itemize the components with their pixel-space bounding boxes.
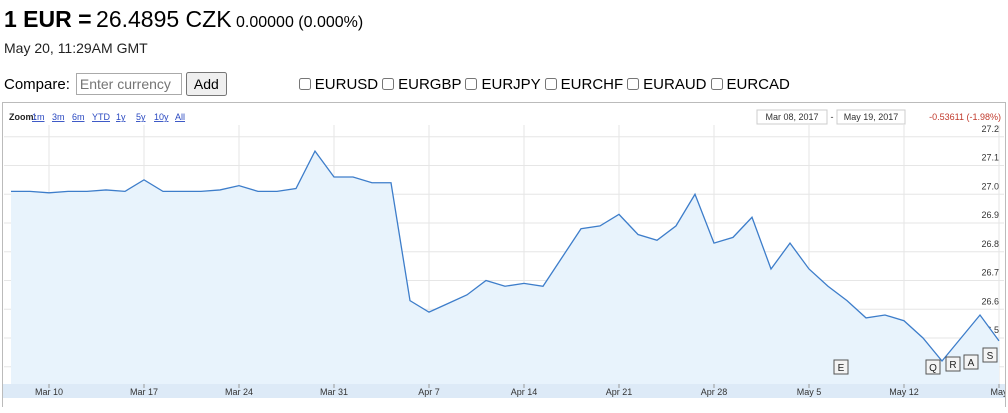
x-tick-label: Mar 24 <box>225 387 253 397</box>
flag-label: R <box>949 360 956 371</box>
checkbox[interactable] <box>544 78 557 90</box>
x-tick-label: Mar 10 <box>35 387 63 397</box>
x-axis-band <box>3 384 1005 398</box>
checkbox[interactable] <box>465 78 478 90</box>
flag-label: Q <box>929 363 937 374</box>
compare-option[interactable]: EURJPY <box>465 75 541 93</box>
range-end-box <box>836 109 906 125</box>
x-tick-label: Apr 7 <box>418 387 440 397</box>
flag-label: E <box>838 363 845 374</box>
checkbox[interactable] <box>627 78 640 90</box>
rate: 26.4895 CZK <box>96 6 232 32</box>
zoom-option[interactable]: 10y <box>154 112 169 122</box>
compare-bar: Compare: Add EURUSDEURGBPEURJPYEURCHFEUR… <box>4 72 794 96</box>
compare-option[interactable]: EURAUD <box>627 75 707 93</box>
range-start-box <box>756 109 828 125</box>
x-tick-label: Mar 31 <box>320 387 348 397</box>
flag[interactable] <box>925 359 941 375</box>
x-tick-label: May 5 <box>797 387 822 397</box>
option-label: EURCAD <box>726 75 790 93</box>
checkbox[interactable] <box>710 78 723 90</box>
change: 0.00000 (0.000%) <box>236 14 364 31</box>
add-button[interactable]: Add <box>185 72 227 96</box>
chart-box: Zoom: 1m 3m 6m YTD 1y 5y 10y All Mar 08, 2017- May… <box>2 102 1008 407</box>
flag[interactable] <box>982 347 998 363</box>
flag[interactable] <box>945 356 961 372</box>
compare-option[interactable]: EURCAD <box>710 75 790 93</box>
y-tick-label: 26.6 <box>981 296 999 306</box>
x-tick-label: May 12 <box>889 387 919 397</box>
range-start: Mar 08, 2017 <box>765 112 818 122</box>
compare-option[interactable]: EURUSD <box>298 75 379 93</box>
range-change: -0.53611 (-1.98%) <box>929 112 1001 122</box>
option-label: EURUSD <box>314 75 379 93</box>
compare-options: EURUSD EURGBP EURJPY EURCHF EURAUD EURCAD <box>298 75 794 93</box>
chart: Zoom:1m 3m 6m YTD 1y 5y 10y All Mar 08, 2017- May… <box>3 109 1008 398</box>
zoom-option[interactable]: All <box>175 112 185 122</box>
range-end: May 19, 2017 <box>844 112 899 122</box>
x-tick-label: Apr 21 <box>606 387 633 397</box>
timestamp: May 20, 11:29AM GMT <box>4 40 148 56</box>
zoom-option[interactable]: 6m <box>72 112 85 122</box>
compare-label: Compare: <box>4 75 70 93</box>
x-tick-label: May <box>990 387 1005 397</box>
zoom-option[interactable]: 1m <box>32 112 45 122</box>
y-tick-label: 27.0 <box>981 181 999 191</box>
y-tick-label: 26.9 <box>981 210 999 220</box>
header: 1 EUR = 26.4895 CZK 0.00000 (0.000%) <box>4 6 363 33</box>
flag-label: S <box>987 351 994 362</box>
y-tick-label: 26.7 <box>981 268 999 278</box>
flag[interactable] <box>833 359 849 375</box>
option-label: EURAUD <box>643 75 707 93</box>
range-separator: - <box>831 112 834 122</box>
x-tick-label: Apr 28 <box>701 387 728 397</box>
y-tick-label: 26.8 <box>981 239 999 249</box>
flag[interactable] <box>963 354 979 370</box>
zoom-option[interactable]: YTD <box>92 112 111 122</box>
y-tick-label: 27.2 <box>981 124 999 134</box>
line <box>11 149 1000 363</box>
y-tick-label: 27.1 <box>981 153 999 163</box>
flag-label: A <box>968 358 975 369</box>
x-tick-label: Apr 14 <box>511 387 538 397</box>
x-tick-label: Mar 17 <box>130 387 158 397</box>
compare-option[interactable]: EURGBP <box>382 76 461 93</box>
area <box>11 151 999 384</box>
zoom-option[interactable]: 1y <box>116 112 126 122</box>
checkbox[interactable] <box>298 78 311 90</box>
compare-option[interactable]: EURCHF <box>544 75 624 93</box>
checkbox[interactable] <box>382 78 395 90</box>
zoom-label: Zoom: <box>9 112 37 122</box>
currency-input[interactable] <box>75 73 182 95</box>
zoom-option[interactable]: 3m <box>52 112 65 122</box>
option-label: EURJPY <box>481 75 541 93</box>
zoom-option[interactable]: 5y <box>136 112 146 122</box>
pair: 1 EUR = <box>4 6 92 32</box>
option-label: EURCHF <box>560 75 624 93</box>
option-label: EURGBP <box>398 75 462 93</box>
